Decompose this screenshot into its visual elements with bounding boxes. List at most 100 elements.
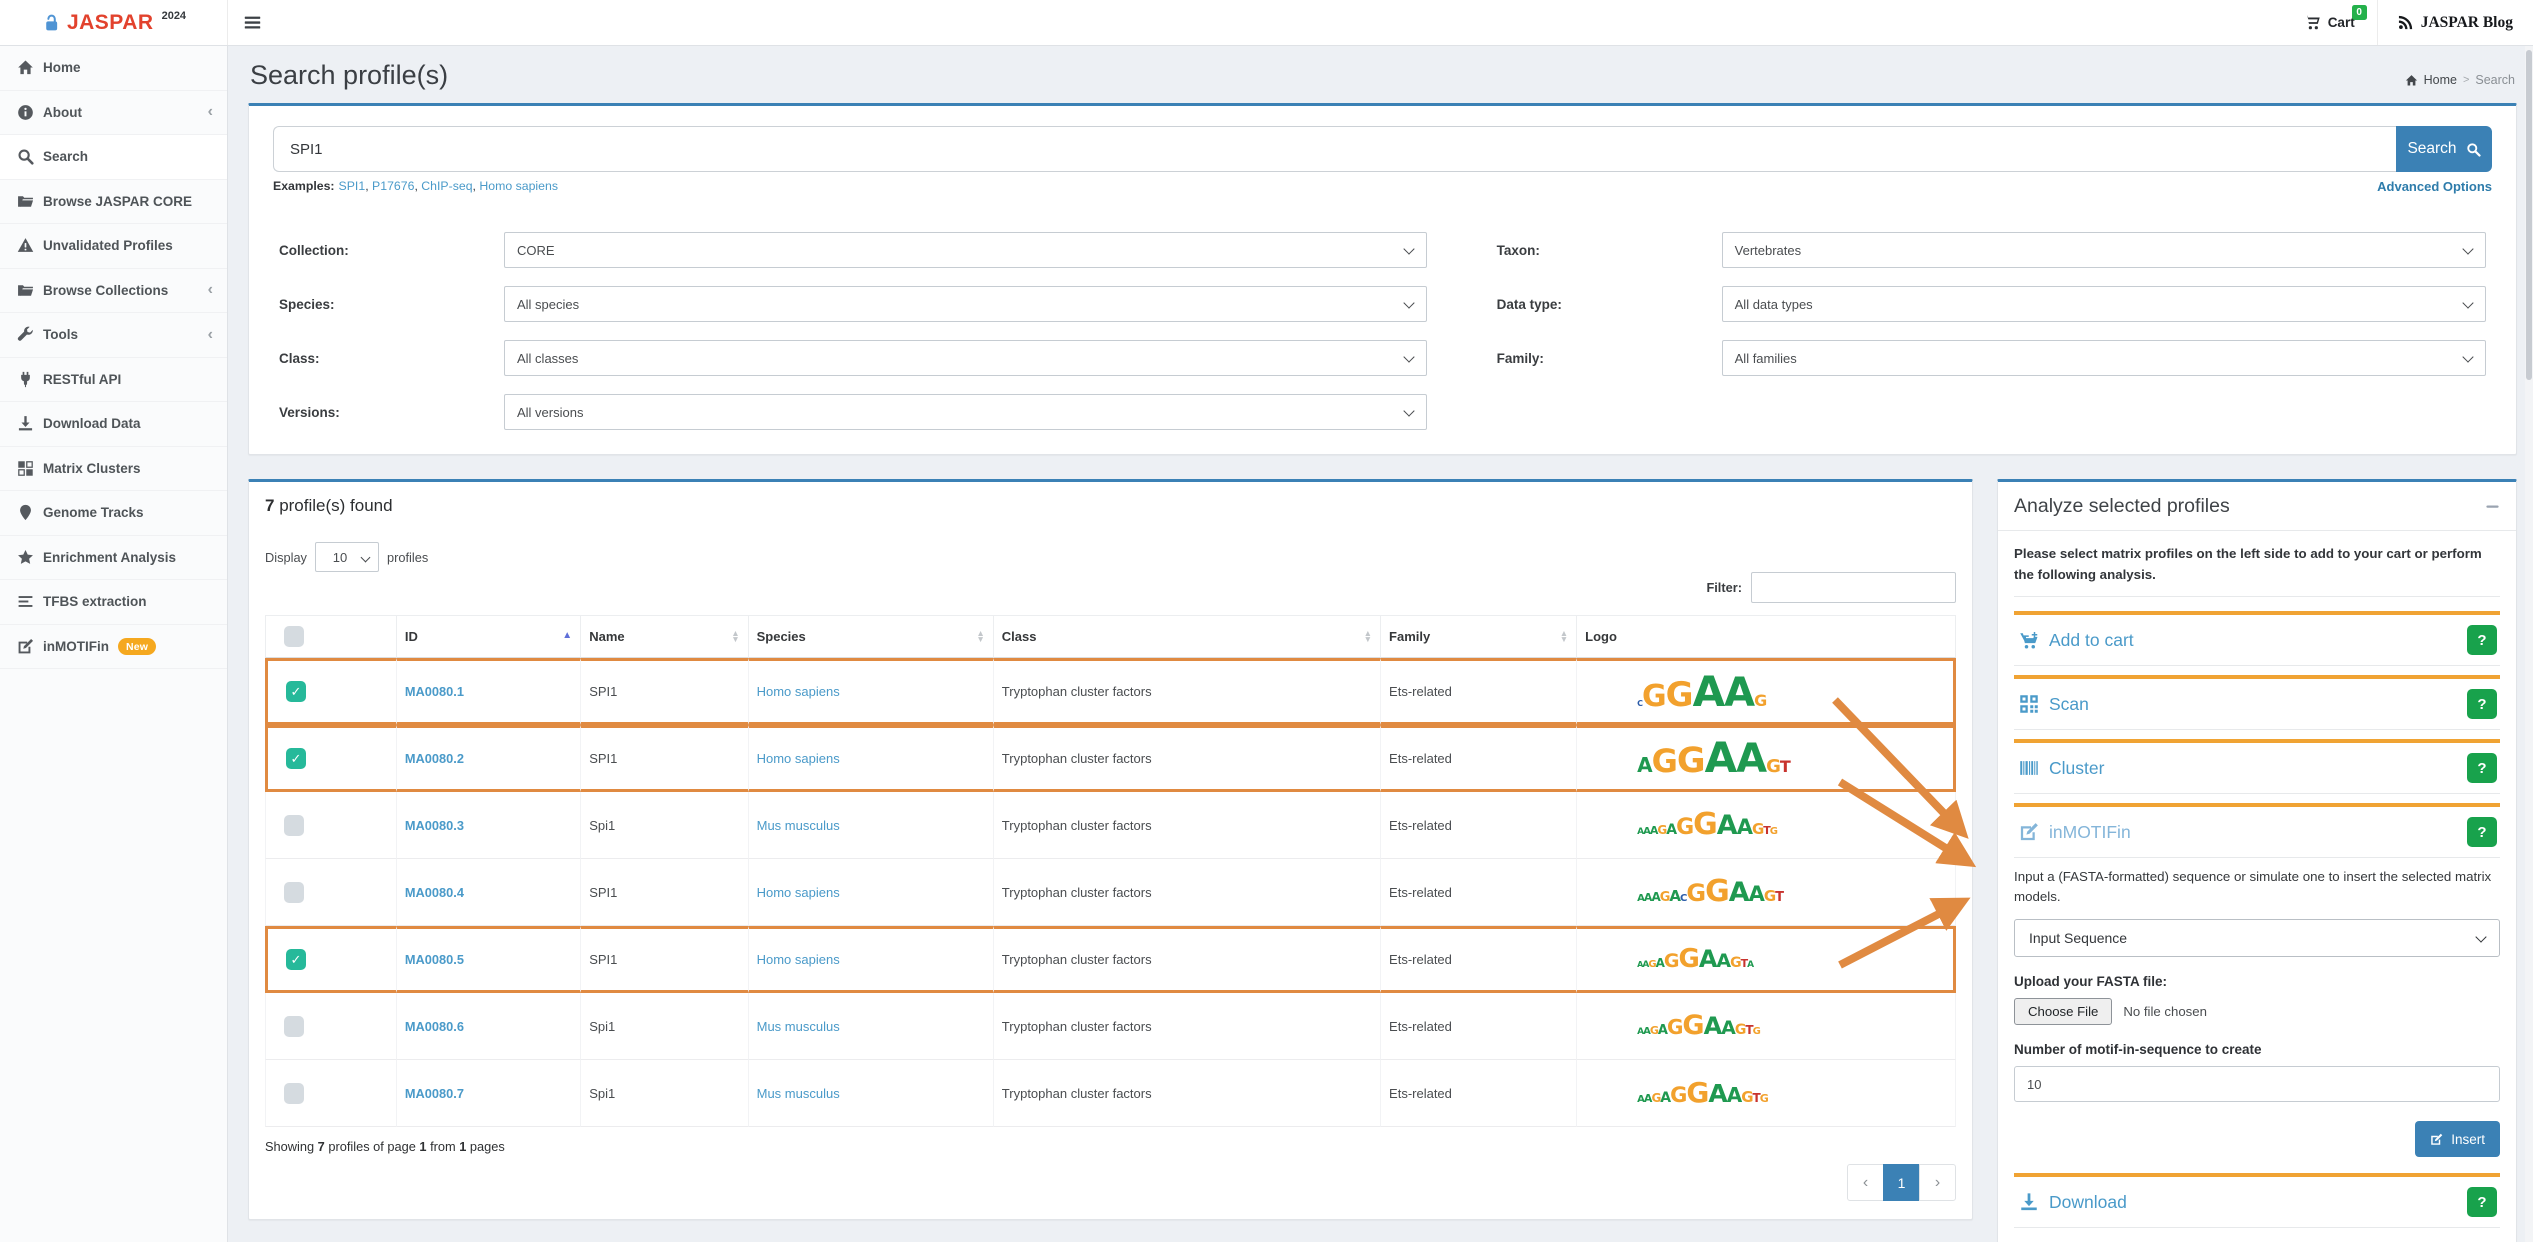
filter-select-class[interactable]: All classes: [504, 340, 1427, 376]
filter-select-data-type[interactable]: All data types: [1722, 286, 2486, 322]
column-header-class[interactable]: Class▲▼: [994, 615, 1381, 658]
column-header-species[interactable]: Species▲▼: [749, 615, 994, 658]
sidebar-item-home[interactable]: Home: [0, 46, 227, 91]
example-link[interactable]: SPI1: [339, 179, 366, 193]
species-link[interactable]: Homo sapiens: [757, 885, 840, 900]
profile-id-link[interactable]: MA0080.2: [405, 751, 464, 766]
scan-link[interactable]: Scan: [2049, 694, 2089, 715]
filter-select-family[interactable]: All families: [1722, 340, 2486, 376]
breadcrumb-home[interactable]: Home: [2424, 73, 2457, 87]
cluster-link[interactable]: Cluster: [2049, 758, 2104, 779]
row-checkbox[interactable]: [286, 681, 306, 702]
profile-id-link[interactable]: MA0080.1: [405, 684, 464, 699]
row-checkbox[interactable]: [284, 1083, 304, 1104]
sidebar-item-label: Search: [43, 149, 88, 164]
table-row-ma0080.2: MA0080.2SPI1Homo sapiensTryptophan clust…: [265, 725, 1956, 792]
cart-plus-icon: [2019, 630, 2039, 650]
new-badge: New: [118, 638, 156, 656]
display-label: Display: [265, 550, 307, 565]
row-checkbox[interactable]: [284, 1016, 304, 1037]
search-button[interactable]: Search: [2396, 126, 2492, 172]
species-link[interactable]: Homo sapiens: [757, 952, 840, 967]
sidebar-item-tools[interactable]: Tools‹: [0, 313, 227, 358]
sidebar-item-matrix-clusters[interactable]: Matrix Clusters: [0, 447, 227, 492]
hamburger-menu-button[interactable]: [243, 0, 262, 45]
filter-select-collection[interactable]: CORE: [504, 232, 1427, 268]
profile-id-link[interactable]: MA0080.3: [405, 818, 464, 833]
download-link[interactable]: Download: [2049, 1192, 2127, 1213]
species-link[interactable]: Homo sapiens: [757, 751, 840, 766]
sidebar-item-browse-jaspar-core[interactable]: Browse JASPAR CORE: [0, 180, 227, 225]
row-checkbox[interactable]: [284, 815, 304, 836]
species-link[interactable]: Mus musculus: [757, 1086, 840, 1101]
row-checkbox[interactable]: [284, 882, 304, 903]
column-header-name[interactable]: Name▲▼: [581, 615, 748, 658]
sidebar-item-browse-collections[interactable]: Browse Collections‹: [0, 269, 227, 314]
sidebar-item-unvalidated-profiles[interactable]: Unvalidated Profiles: [0, 224, 227, 269]
example-link[interactable]: P17676: [372, 179, 414, 193]
cluster-help-button[interactable]: ?: [2467, 753, 2497, 783]
page-length-select[interactable]: 10: [315, 542, 379, 572]
profile-id-link[interactable]: MA0080.6: [405, 1019, 464, 1034]
column-label: Name: [589, 629, 624, 644]
pagination-page-1[interactable]: 1: [1883, 1164, 1920, 1201]
row-checkbox[interactable]: [286, 748, 306, 769]
column-label: Class: [1002, 629, 1037, 644]
scan-help-button[interactable]: ?: [2467, 689, 2497, 719]
collapse-panel-button[interactable]: [2485, 499, 2500, 514]
table-filter-input[interactable]: [1751, 572, 1956, 603]
profile-id-link[interactable]: MA0080.5: [405, 952, 464, 967]
scrollbar[interactable]: [2525, 46, 2533, 1242]
sidebar-item-restful-api[interactable]: RESTful API: [0, 358, 227, 403]
sidebar-item-label: Enrichment Analysis: [43, 550, 176, 565]
cart-button[interactable]: Cart 0: [2286, 0, 2377, 45]
table-row-ma0080.7: MA0080.7Spi1Mus musculusTryptophan clust…: [265, 1060, 1956, 1127]
sidebar-item-download-data[interactable]: Download Data: [0, 402, 227, 447]
inmotifin-link[interactable]: inMOTIFin: [2049, 822, 2131, 843]
star-icon: [17, 549, 34, 566]
sidebar-item-search[interactable]: Search: [0, 135, 227, 180]
profile-name: Spi1: [581, 993, 748, 1060]
example-link[interactable]: Homo sapiens: [479, 179, 558, 193]
choose-file-button[interactable]: Choose File: [2014, 998, 2112, 1025]
row-checkbox[interactable]: [286, 949, 306, 970]
motif-number-input[interactable]: [2014, 1066, 2500, 1102]
sequence-logo: AGGAAGT: [1585, 740, 1790, 777]
pagination-next-button[interactable]: ›: [1919, 1164, 1956, 1201]
species-link[interactable]: Mus musculus: [757, 1019, 840, 1034]
select-all-checkbox[interactable]: [284, 626, 304, 647]
sidebar-item-tfbs-extraction[interactable]: TFBS extraction: [0, 580, 227, 625]
sidebar-item-genome-tracks[interactable]: Genome Tracks: [0, 491, 227, 536]
filter-select-species[interactable]: All species: [504, 286, 1427, 322]
profile-id-link[interactable]: MA0080.4: [405, 885, 464, 900]
jaspar-blog-link[interactable]: JASPAR Blog: [2377, 0, 2533, 45]
column-header-family[interactable]: Family▲▼: [1381, 615, 1577, 658]
sidebar-item-inmotifin[interactable]: inMOTIFinNew: [0, 625, 227, 670]
download-help-button[interactable]: ?: [2467, 1187, 2497, 1217]
species-link[interactable]: Mus musculus: [757, 818, 840, 833]
example-link[interactable]: ChIP-seq: [421, 179, 472, 193]
filter-select-versions[interactable]: All versions: [504, 394, 1427, 430]
column-label: Species: [757, 629, 806, 644]
pagination-prev-button[interactable]: ‹: [1847, 1164, 1884, 1201]
advanced-options-link[interactable]: Advanced Options: [2377, 179, 2492, 194]
scrollbar-thumb[interactable]: [2526, 50, 2532, 380]
add-to-cart-link[interactable]: Add to cart: [2049, 630, 2134, 651]
sequence-logo: AAGAGGAAGTG: [1585, 1015, 1760, 1038]
species-link[interactable]: Homo sapiens: [757, 684, 840, 699]
brand-logo[interactable]: JASPAR2024: [0, 0, 228, 45]
sidebar-item-enrichment-analysis[interactable]: Enrichment Analysis: [0, 536, 227, 581]
pencil-icon: [2430, 1133, 2443, 1146]
edit-icon: [2019, 822, 2039, 842]
sidebar-item-about[interactable]: About‹: [0, 91, 227, 136]
chevron-left-icon: ‹: [208, 104, 213, 120]
insert-button[interactable]: Insert: [2415, 1121, 2500, 1157]
column-header-id[interactable]: ID▲: [397, 615, 581, 658]
search-input[interactable]: [273, 126, 2396, 172]
profile-id-link[interactable]: MA0080.7: [405, 1086, 464, 1101]
profile-family: Ets-related: [1381, 658, 1577, 725]
add-to-cart-help-button[interactable]: ?: [2467, 625, 2497, 655]
filter-select-taxon[interactable]: Vertebrates: [1722, 232, 2486, 268]
input-sequence-select[interactable]: Input Sequence: [2014, 919, 2500, 957]
inmotifin-help-button[interactable]: ?: [2467, 817, 2497, 847]
